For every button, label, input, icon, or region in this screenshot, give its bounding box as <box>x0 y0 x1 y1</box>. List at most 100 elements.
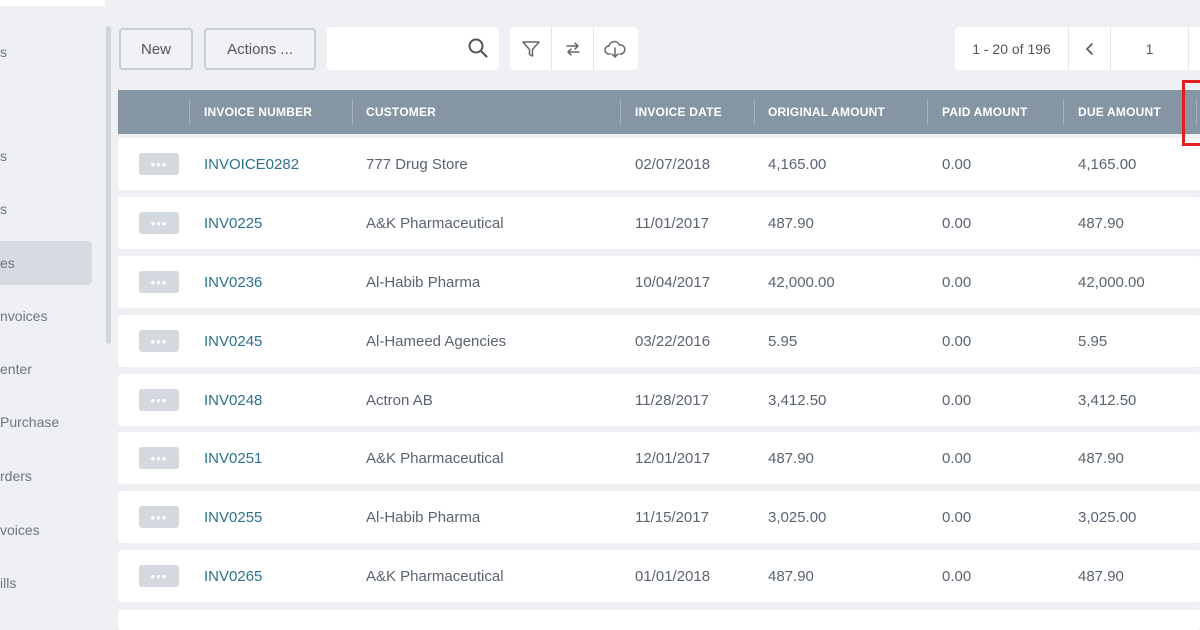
sidebar-item-1[interactable]: s <box>0 30 92 74</box>
due-amount-cell: 3,025.00 <box>1078 508 1137 526</box>
customer-cell: Al-Habib Pharma <box>366 273 481 291</box>
row-menu-button[interactable]: ••• <box>139 447 179 469</box>
original-amount-cell: 4,165.00 <box>768 155 827 173</box>
table-row[interactable]: ••• INV0251 A&K Pharmaceutical 12/01/2017 48… <box>118 432 1200 484</box>
customer-cell: Actron AB <box>366 391 433 409</box>
paid-amount-cell: 0.00 <box>942 508 972 526</box>
sidebar-item-center[interactable]: enter <box>0 347 92 391</box>
invoice-number-link[interactable]: INVOICE0282 <box>204 155 300 173</box>
header-original-amount[interactable]: ORIGINAL AMOUNT <box>768 105 885 119</box>
chevron-left-icon[interactable] <box>1069 27 1111 70</box>
invoice-date-cell: 10/04/2017 <box>635 273 711 291</box>
sidebar-item-label: voices <box>0 522 40 538</box>
row-menu-button[interactable]: ••• <box>139 330 179 352</box>
invoice-number-link[interactable]: INV0255 <box>204 508 263 526</box>
due-amount-cell: 3,412.50 <box>1078 391 1137 409</box>
original-amount-cell: 487.90 <box>768 449 814 467</box>
header-customer[interactable]: CUSTOMER <box>366 105 437 119</box>
sidebar-item-label: s <box>0 148 7 164</box>
customer-cell: A&K Pharmaceutical <box>366 567 504 585</box>
row-menu-button[interactable]: ••• <box>139 389 179 411</box>
swap-icon[interactable] <box>552 27 594 70</box>
table-row[interactable]: ••• INV0255 Al-Habib Pharma 11/15/2017 3,025… <box>118 491 1200 543</box>
invoice-date-cell: 03/22/2016 <box>635 332 711 350</box>
sidebar-scrollbar[interactable] <box>106 26 111 344</box>
invoice-date-cell: 02/07/2018 <box>635 155 711 173</box>
invoice-number-link[interactable]: INV0225 <box>204 214 263 232</box>
paid-amount-cell: 0.00 <box>942 155 972 173</box>
original-amount-cell: 3,025.00 <box>768 508 827 526</box>
sidebar-item-label: s <box>0 201 7 217</box>
original-amount-cell: 5.95 <box>768 332 798 350</box>
search-icon[interactable] <box>467 37 489 59</box>
header-paid-amount[interactable]: PAID AMOUNT <box>942 105 1028 119</box>
row-menu-button[interactable]: ••• <box>139 212 179 234</box>
paid-amount-cell: 0.00 <box>942 391 972 409</box>
paid-amount-cell: 0.00 <box>942 332 972 350</box>
sidebar-item-3[interactable]: s <box>0 187 92 231</box>
header-divider <box>927 99 928 125</box>
row-menu-button[interactable]: ••• <box>139 565 179 587</box>
table-row[interactable]: ••• INV0245 Al-Hameed Agencies 03/22/2016 5.… <box>118 315 1200 367</box>
header-divider <box>620 99 621 125</box>
row-menu-button[interactable]: ••• <box>139 271 179 293</box>
table-row[interactable]: ••• INV0248 Actron AB 11/28/2017 3,412.50 0.0… <box>118 374 1200 426</box>
sidebar-item-orders[interactable]: rders <box>0 454 92 498</box>
table-row-partial <box>118 610 1200 630</box>
search-box <box>327 27 499 70</box>
pagination-range: 1 - 20 of 196 <box>955 27 1069 70</box>
pagination: 1 - 20 of 196 1 <box>955 27 1200 70</box>
sidebar-item-label: es <box>0 255 15 271</box>
invoice-date-cell: 01/01/2018 <box>635 567 711 585</box>
customer-cell: Al-Habib Pharma <box>366 508 481 526</box>
original-amount-cell: 42,000.00 <box>768 273 835 291</box>
header-invoice-number[interactable]: INVOICE NUMBER <box>204 105 313 119</box>
sidebar-item-active[interactable]: es <box>0 241 92 285</box>
sidebar-item-bills[interactable]: ills <box>0 561 92 605</box>
invoice-number-link[interactable]: INV0245 <box>204 332 263 350</box>
sidebar-item-vendor-invoices[interactable]: voices <box>0 508 92 552</box>
page-number-input[interactable]: 1 <box>1111 27 1189 70</box>
sidebar-item-2[interactable]: s <box>0 134 92 178</box>
sidebar-item-purchase[interactable]: Purchase <box>0 400 92 444</box>
search-input[interactable] <box>335 37 459 59</box>
original-amount-cell: 3,412.50 <box>768 391 827 409</box>
invoice-number-link[interactable]: INV0265 <box>204 567 263 585</box>
highlight-box <box>1182 80 1200 146</box>
customer-cell: Al-Hameed Agencies <box>366 332 507 350</box>
invoice-date-cell: 11/28/2017 <box>635 391 709 409</box>
customer-cell: A&K Pharmaceutical <box>366 214 504 232</box>
invoice-number-link[interactable]: INV0236 <box>204 273 263 291</box>
header-divider <box>1196 99 1197 125</box>
due-amount-cell: 487.90 <box>1078 567 1124 585</box>
paid-amount-cell: 0.00 <box>942 567 972 585</box>
table-row[interactable]: ••• INVOICE0282 777 Drug Store 02/07/2018 4,… <box>118 138 1200 190</box>
header-invoice-date[interactable]: INVOICE DATE <box>635 105 722 119</box>
row-menu-button[interactable]: ••• <box>139 506 179 528</box>
table-header: INVOICE NUMBER CUSTOMER INVOICE DATE ORI… <box>118 90 1200 134</box>
new-button[interactable]: New <box>119 28 193 70</box>
due-amount-cell: 487.90 <box>1078 214 1124 232</box>
toolbar-icon-group <box>510 27 638 70</box>
table-row[interactable]: ••• INV0225 A&K Pharmaceutical 11/01/2017 48… <box>118 197 1200 249</box>
header-due-amount[interactable]: DUE AMOUNT <box>1078 105 1161 119</box>
due-amount-cell: 42,000.00 <box>1078 273 1145 291</box>
invoice-number-link[interactable]: INV0248 <box>204 391 263 409</box>
table-row[interactable]: ••• INV0265 A&K Pharmaceutical 01/01/2018 48… <box>118 550 1200 602</box>
sidebar-item-label: rders <box>0 468 32 484</box>
sidebar-item-label: Purchase <box>0 414 60 430</box>
sidebar-item-label: ills <box>0 575 17 591</box>
invoice-number-link[interactable]: INV0251 <box>204 449 263 467</box>
cloud-download-icon[interactable] <box>594 27 636 70</box>
actions-button[interactable]: Actions ... <box>204 28 316 70</box>
filter-icon[interactable] <box>510 27 552 70</box>
row-menu-button[interactable]: ••• <box>139 153 179 175</box>
paid-amount-cell: 0.00 <box>942 273 972 291</box>
header-divider <box>754 99 755 125</box>
original-amount-cell: 487.90 <box>768 214 814 232</box>
table-row[interactable]: ••• INV0236 Al-Habib Pharma 10/04/2017 42,00… <box>118 256 1200 308</box>
sidebar-item-invoices[interactable]: nvoices <box>0 294 92 338</box>
header-divider <box>352 99 353 125</box>
due-amount-cell: 4,165.00 <box>1078 155 1137 173</box>
due-amount-cell: 5.95 <box>1078 332 1108 350</box>
